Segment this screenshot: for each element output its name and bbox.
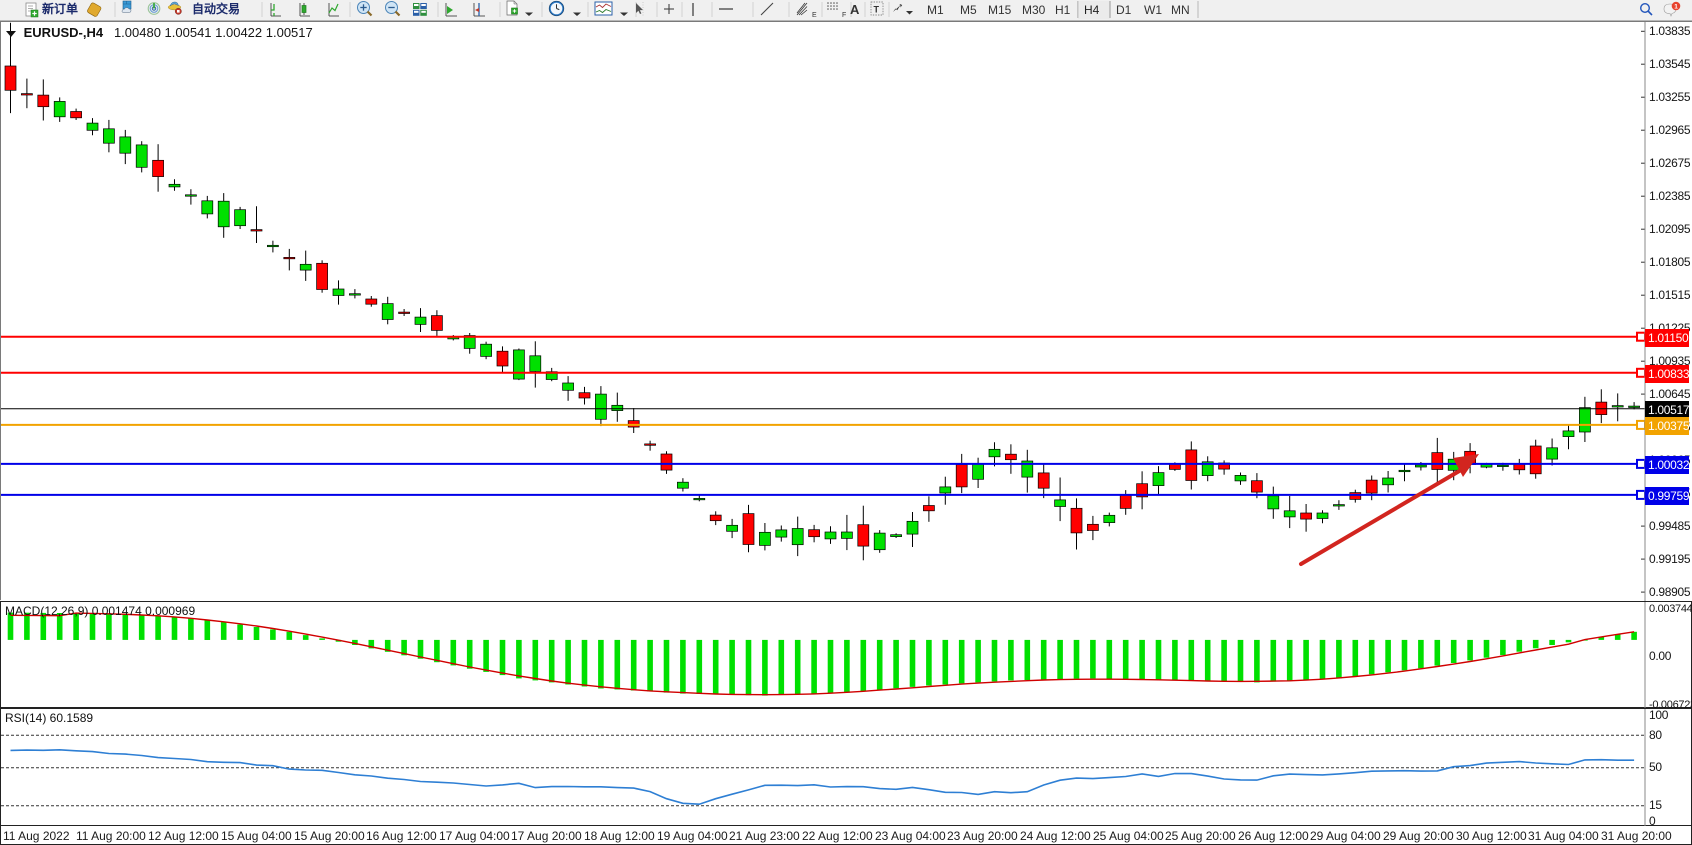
svg-text:T: T xyxy=(874,5,880,15)
svg-text:新订单: 新订单 xyxy=(42,1,78,16)
svg-text:F: F xyxy=(842,12,846,19)
svg-text:1: 1 xyxy=(1674,4,1678,11)
svg-text:M1: M1 xyxy=(927,3,944,17)
svg-text:H4: H4 xyxy=(1084,3,1100,17)
svg-text:自动交易: 自动交易 xyxy=(192,1,240,16)
svg-text:M15: M15 xyxy=(988,3,1012,17)
svg-text:H1: H1 xyxy=(1055,3,1071,17)
svg-text:MN: MN xyxy=(1171,3,1190,17)
svg-text:M5: M5 xyxy=(960,3,977,17)
svg-text:E: E xyxy=(812,12,817,19)
svg-text:A: A xyxy=(850,2,860,17)
svg-text:W1: W1 xyxy=(1144,3,1162,17)
svg-text:D1: D1 xyxy=(1116,3,1132,17)
svg-text:M30: M30 xyxy=(1022,3,1046,17)
